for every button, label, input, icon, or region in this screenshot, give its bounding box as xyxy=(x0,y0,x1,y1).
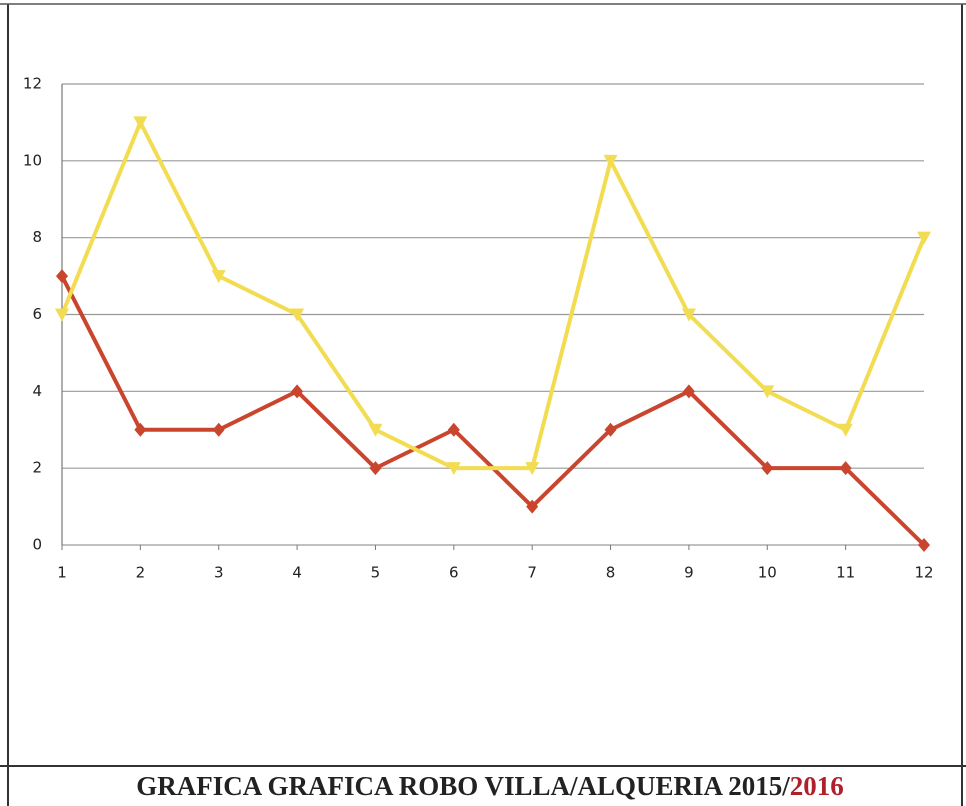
x-tick-label: 12 xyxy=(914,564,933,582)
data-point xyxy=(917,231,931,245)
data-point xyxy=(291,384,304,399)
y-tick-label: 12 xyxy=(23,75,42,93)
data-point xyxy=(526,499,539,514)
data-point xyxy=(604,422,617,437)
data-point xyxy=(133,116,148,130)
data-point xyxy=(603,154,618,168)
data-point xyxy=(760,385,775,399)
title-part: GRAFICA GRAFICA ROBO VILLA/ALQUERIA 2015… xyxy=(136,771,790,801)
y-tick-label: 10 xyxy=(23,151,42,169)
x-tick-label: 3 xyxy=(214,564,224,582)
data-point xyxy=(525,462,540,476)
chart-title: GRAFICA GRAFICA ROBO VILLA/ALQUERIA 2015… xyxy=(136,771,844,801)
data-point xyxy=(447,422,460,437)
x-tick-label: 11 xyxy=(836,564,855,582)
data-point xyxy=(446,462,461,476)
data-point xyxy=(761,461,774,476)
x-tick-label: 2 xyxy=(136,564,146,582)
data-point xyxy=(56,269,68,284)
data-point xyxy=(134,422,147,437)
x-tick-label: 6 xyxy=(449,564,459,582)
y-tick-label: 6 xyxy=(32,305,42,323)
data-point xyxy=(212,422,225,437)
title-highlight: 2016 xyxy=(790,771,844,801)
data-point xyxy=(682,384,695,399)
series-line xyxy=(60,120,926,471)
y-tick-label: 2 xyxy=(32,459,42,477)
data-point xyxy=(838,423,853,437)
data-point xyxy=(368,423,383,437)
x-tick-label: 1 xyxy=(57,564,67,582)
x-tick-label: 9 xyxy=(684,564,694,582)
x-tick-label: 8 xyxy=(606,564,616,582)
x-tick-label: 4 xyxy=(292,564,302,582)
data-point xyxy=(681,308,696,322)
y-tick-label: 0 xyxy=(32,536,42,554)
data-point xyxy=(55,308,69,322)
y-tick-label: 8 xyxy=(32,228,42,246)
y-tick-label: 4 xyxy=(32,382,42,400)
x-tick-label: 7 xyxy=(527,564,537,582)
data-point xyxy=(211,270,226,284)
x-tick-label: 10 xyxy=(758,564,777,582)
data-point xyxy=(839,461,852,476)
data-point xyxy=(369,461,382,476)
data-point xyxy=(290,308,305,322)
x-tick-label: 5 xyxy=(371,564,381,582)
data-point xyxy=(918,538,930,552)
